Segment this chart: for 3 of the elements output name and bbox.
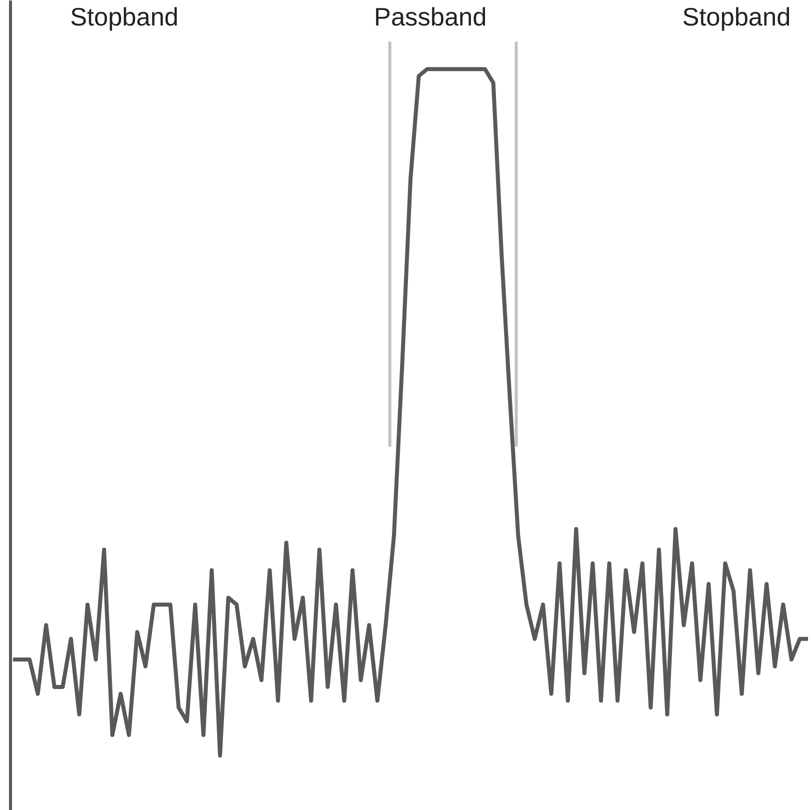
text: Stopband [682, 3, 791, 32]
text: Passband [374, 3, 487, 32]
text: Stopband [70, 3, 179, 32]
